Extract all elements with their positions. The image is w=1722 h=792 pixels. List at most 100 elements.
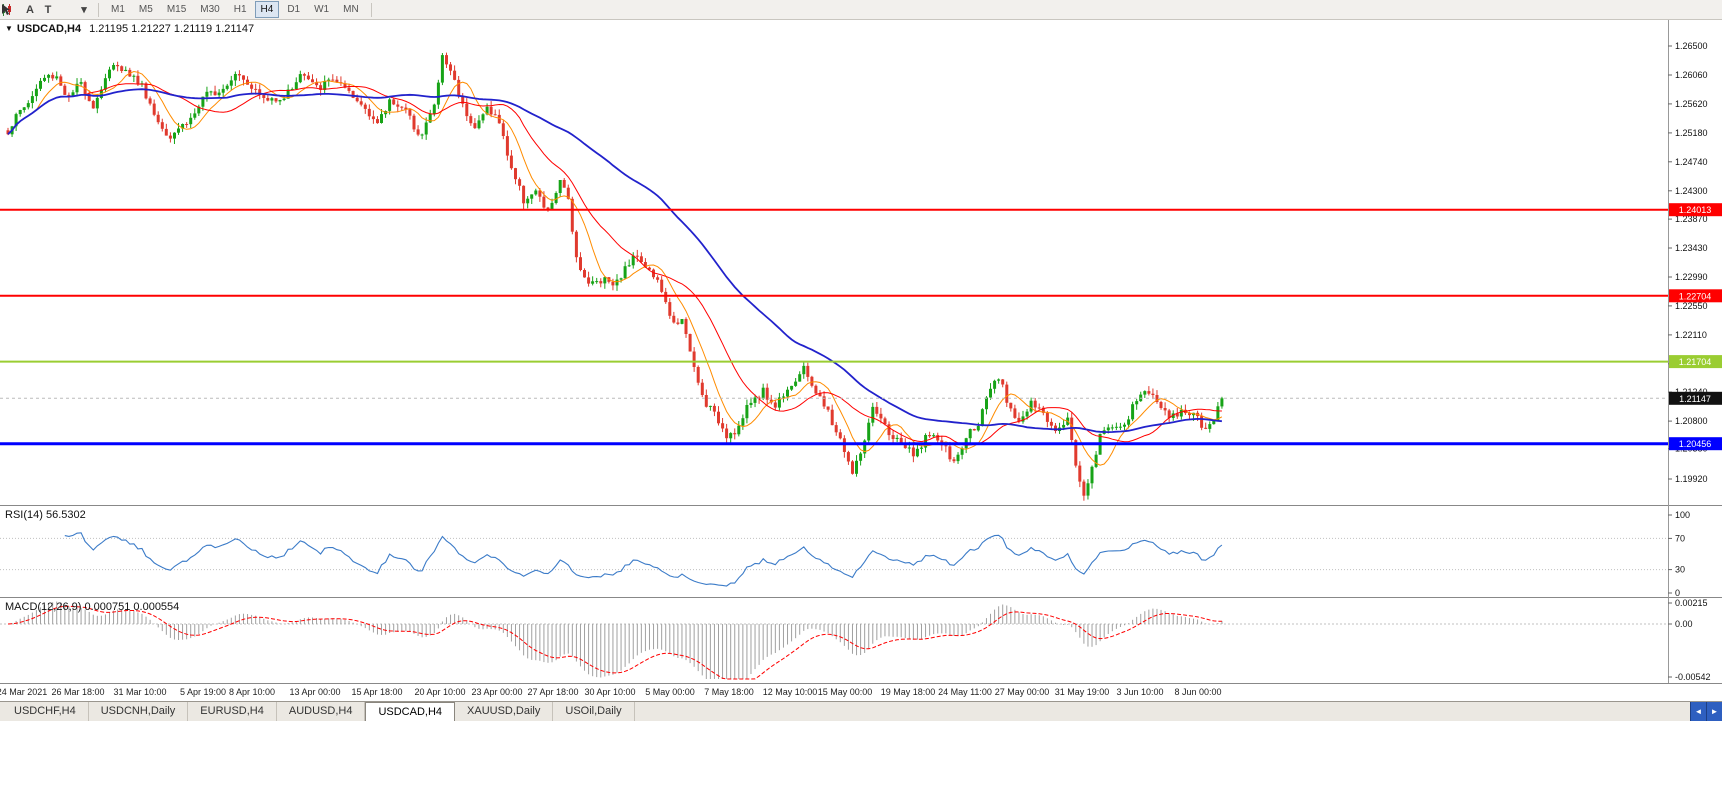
rsi-indicator-panel[interactable]: 100 70 30 0 (0, 505, 1722, 597)
timeframe-h1-button[interactable]: H1 (233, 4, 247, 15)
ma-slow-line (7, 88, 1222, 434)
timeframe-w1-button[interactable]: W1 (314, 4, 330, 15)
price-level-tag[interactable]: 1.24013 (1669, 203, 1722, 217)
time-axis-label: 26 Mar 18:00 (51, 687, 105, 697)
main-price-chart[interactable]: 1.26500 1.26060 1.25620 1.25180 1.24740 1.243… (0, 20, 1722, 505)
time-axis-label: 23 Apr 00:00 (471, 687, 523, 697)
price-axis-label: 1.22990 (1675, 272, 1708, 282)
ma-fast-line (7, 70, 1223, 466)
timeframe-m15-button[interactable]: M15 (166, 4, 187, 15)
time-axis-label: 31 Mar 10:00 (113, 687, 167, 697)
price-axis-label: 1.24740 (1675, 157, 1708, 167)
price-axis-label: 1.25620 (1675, 99, 1708, 109)
rsi-line (64, 532, 1223, 587)
price-axis-label: 1.22550 (1675, 301, 1708, 311)
time-axis-label: 27 Apr 18:00 (527, 687, 579, 697)
time-axis-label: 5 May 00:00 (645, 687, 695, 697)
timeframe-h4-button[interactable]: H4 (254, 1, 280, 18)
time-axis-label: 8 Apr 10:00 (228, 687, 276, 697)
timeframe-m5-button[interactable]: M5 (138, 4, 153, 15)
svg-text:1.20456: 1.20456 (1679, 439, 1712, 449)
tab-usdcad-h4[interactable]: USDCAD,H4 (365, 702, 456, 721)
macd-signal-line (7, 605, 1222, 680)
tab-usoil-daily[interactable]: USOil,Daily (553, 702, 635, 721)
time-axis-label: 15 Apr 18:00 (351, 687, 403, 697)
price-level-tag[interactable]: 1.20456 (1669, 437, 1722, 451)
svg-text:1.24013: 1.24013 (1679, 205, 1712, 215)
ma-mid-line (7, 83, 1222, 446)
time-axis-label: 24 May 11:00 (938, 687, 992, 697)
toolbar-icons-group: A T ▾ (2, 2, 92, 18)
chart-ohlc-values: 1.21195 1.21227 1.21119 1.21147 (89, 23, 255, 35)
toolbar-separator (98, 2, 99, 17)
dropdown-caret-icon[interactable]: ▾ (81, 4, 87, 16)
tab-xauusd-daily[interactable]: XAUUSD,Daily (455, 702, 554, 721)
chart-symbol-label: USDCAD,H4 (16, 23, 82, 35)
horizontal-level-lines[interactable] (0, 208, 1668, 446)
price-level-tag[interactable]: 1.22704 (1669, 289, 1722, 303)
time-axis-label: 30 Apr 10:00 (584, 687, 636, 697)
candlestick-series (6, 52, 1224, 501)
time-axis-label: 15 May 00:00 (817, 687, 873, 697)
rsi-header: RSI(14) 56.5302 (5, 509, 86, 521)
cursor-arrow-glyph (2, 4, 10, 15)
price-axis-label: 1.25180 (1675, 128, 1708, 138)
tab-audusd-h4[interactable]: AUDUSD,H4 (277, 702, 366, 721)
tab-scroll-left-button[interactable]: ◄ (1690, 702, 1706, 721)
macd-axis-label: -0.00542 (1675, 672, 1711, 682)
macd-indicator-panel[interactable]: 0.00215 0.00 -0.00542 (0, 597, 1722, 683)
price-axis-label: 1.20800 (1675, 416, 1708, 426)
toolbar: A T ▾ M1 M5 M15 M30 H1 H4 D1 W1 MN (0, 0, 1722, 20)
rsi-axis-label: 70 (1675, 533, 1685, 543)
rsi-axis-label: 0 (1675, 588, 1680, 597)
chart-header: ▼ USDCAD,H4 1.21195 1.21227 1.21119 1.2114… (5, 23, 254, 35)
macd-histogram (11, 601, 1223, 679)
time-axis-label: 19 May 18:00 (880, 687, 936, 697)
chart-area: 1.26500 1.26060 1.25620 1.25180 1.24740 1.243… (0, 20, 1722, 701)
time-axis-label: 5 Apr 19:00 (179, 687, 227, 697)
time-axis-label: 7 May 18:00 (704, 687, 754, 697)
svg-text:1.22704: 1.22704 (1679, 291, 1712, 301)
tab-scroll-right-button[interactable]: ► (1706, 702, 1722, 721)
svg-text:1.21704: 1.21704 (1679, 357, 1712, 367)
svg-text:1.21147: 1.21147 (1679, 394, 1711, 404)
price-axis-label: 1.22110 (1675, 330, 1707, 340)
bottom-empty-area (0, 721, 1722, 792)
time-axis-label: 12 May 10:00 (762, 687, 818, 697)
timeframe-m30-button[interactable]: M30 (200, 4, 220, 15)
timeframe-mn-button[interactable]: MN (343, 4, 359, 15)
time-axis-label: 8 Jun 00:00 (1174, 687, 1222, 697)
timeframe-buttons-group: M1 M5 M15 M30 H1 H4 D1 W1 MN (105, 1, 365, 18)
macd-header: MACD(12,26,9) 0.000751 0.000554 (5, 601, 180, 613)
macd-axis-label: 0.00215 (1675, 598, 1708, 608)
time-axis-label: 13 Apr 00:00 (289, 687, 341, 697)
time-axis-label: 31 May 19:00 (1054, 687, 1110, 697)
timeframe-m1-button[interactable]: M1 (111, 4, 125, 15)
time-axis-label: 24 Mar 2021 (0, 687, 48, 697)
time-axis-label: 3 Jun 10:00 (1116, 687, 1164, 697)
chart-tabs-bar: USDCHF,H4 USDCNH,Daily EURUSD,H4 AUDUSD,H4 U… (0, 701, 1722, 721)
price-axis-label: 1.23870 (1675, 214, 1708, 224)
tab-eurusd-h4[interactable]: EURUSD,H4 (188, 702, 277, 721)
collapse-chart-icon[interactable]: ▼ (5, 24, 13, 33)
toolbar-separator (370, 2, 372, 17)
tab-scroll-buttons: ◄ ► (1690, 702, 1722, 721)
rsi-axis-label: 30 (1675, 565, 1685, 575)
price-axis-label: 1.26500 (1675, 41, 1708, 51)
price-axis-label: 1.24300 (1675, 186, 1708, 196)
time-axis: 24 Mar 2021 26 Mar 18:00 31 Mar 10:00 5 Apr… (0, 683, 1722, 701)
cursor-tool-icon[interactable] (2, 2, 74, 18)
price-axis-label: 1.19920 (1675, 474, 1708, 484)
time-axis-label: 27 May 00:00 (994, 687, 1050, 697)
tab-usdcnh-daily[interactable]: USDCNH,Daily (89, 702, 189, 721)
annotation-a-icon[interactable]: A (26, 3, 34, 16)
price-axis-label: 1.26060 (1675, 70, 1708, 80)
timeframe-d1-button[interactable]: D1 (287, 4, 301, 15)
text-tool-icon[interactable]: T (44, 3, 52, 16)
current-price-tag: 1.21147 (1669, 391, 1722, 405)
tab-usdchf-h4[interactable]: USDCHF,H4 (2, 702, 89, 721)
time-axis-label: 20 Apr 10:00 (414, 687, 466, 697)
rsi-axis-label: 100 (1675, 510, 1690, 520)
price-level-tag[interactable]: 1.21704 (1669, 355, 1722, 369)
